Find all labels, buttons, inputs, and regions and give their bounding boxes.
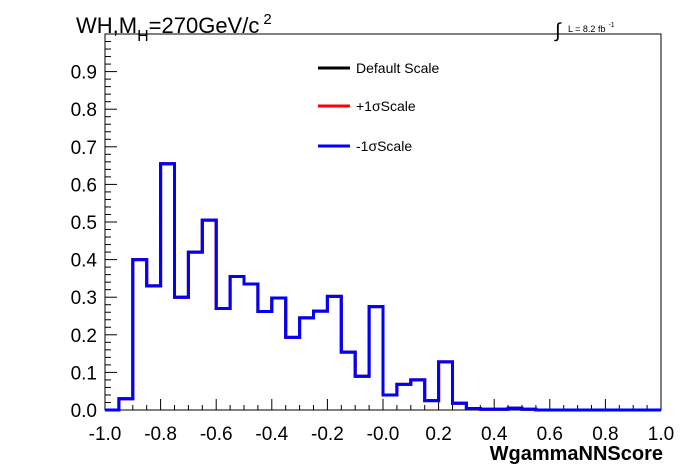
- y-tick-label: 0.9: [71, 63, 97, 84]
- title-subscript: H: [137, 28, 149, 45]
- series-line: [105, 162, 661, 412]
- x-tick-label: -0.4: [255, 424, 288, 445]
- title-suffix: =270GeV/c: [149, 13, 260, 38]
- x-tick-label: 0.6: [537, 424, 563, 445]
- lumi-text: L = 8.2 fb: [568, 24, 605, 34]
- x-tick-label: 1.0: [648, 424, 674, 445]
- x-axis-title: WgammaNNScore: [490, 443, 663, 465]
- x-tick-label: -0.6: [200, 424, 233, 445]
- lumi-integral: ∫: [554, 20, 562, 42]
- x-tick-label: 0.4: [481, 424, 508, 445]
- legend-label: -1σScale: [356, 138, 412, 154]
- y-tick-label: 0.2: [71, 326, 97, 347]
- legend-label: +1σScale: [356, 98, 416, 114]
- y-tick-label: 0.3: [71, 288, 97, 309]
- axes: 0.0 0.1 0.2 0.3 0.4 0.5 0.6 0.7 0.8 0.9 -1.0 -0.8 -0…: [71, 41, 674, 445]
- y-tick-label: 0.5: [71, 213, 97, 234]
- x-tick-label: -1.0: [89, 424, 122, 445]
- y-tick-label: 0.1: [71, 363, 97, 384]
- lumi-label: L = 8.2 fb -1: [568, 22, 615, 34]
- y-tick-label: 0.0: [71, 401, 97, 422]
- title-superscript: 2: [263, 11, 271, 28]
- x-tick-label: -0.8: [144, 424, 177, 445]
- x-tick-label: 0.2: [425, 424, 451, 445]
- y-tick-label: 0.4: [71, 251, 98, 272]
- y-tick-label: 0.8: [71, 100, 97, 121]
- chart-title: WH,MH=270GeV/c 2: [76, 11, 272, 45]
- legend: Default Scale +1σScale -1σScale: [318, 60, 439, 154]
- x-tick-label: 0.8: [592, 424, 618, 445]
- legend-label: Default Scale: [356, 60, 439, 76]
- y-tick-label: 0.7: [71, 138, 97, 159]
- x-tick-label: -0.2: [311, 424, 344, 445]
- title-prefix: WH,M: [76, 13, 137, 38]
- series-layer: [105, 162, 661, 412]
- lumi-exponent: -1: [608, 22, 614, 29]
- y-tick-label: 0.6: [71, 175, 97, 196]
- x-tick-label: -0.0: [367, 424, 400, 445]
